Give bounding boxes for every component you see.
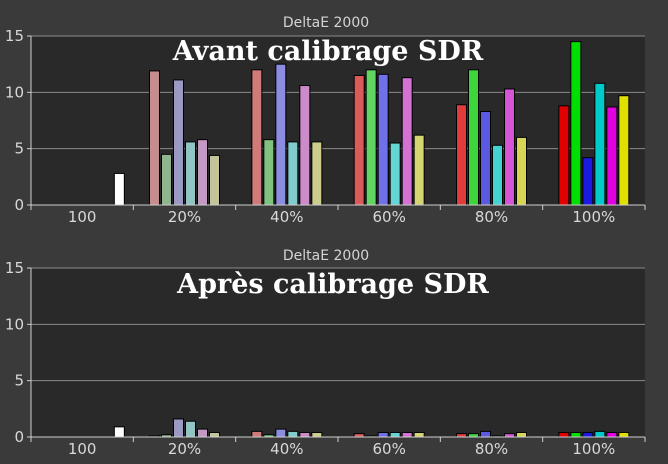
- bar: [377, 73, 389, 206]
- bar: [480, 110, 491, 206]
- bar: [413, 134, 425, 206]
- bar: [311, 141, 323, 206]
- bar: [504, 433, 515, 438]
- x-tick-label: 40%: [270, 440, 303, 458]
- bar: [618, 95, 630, 206]
- x-tick-label: 100: [68, 208, 97, 226]
- chart-annotation: Avant calibrage SDR: [172, 36, 484, 67]
- bar: [197, 428, 208, 438]
- x-tick-label: 100%: [572, 208, 615, 226]
- bar: [618, 431, 630, 438]
- bar: [209, 431, 220, 438]
- bar: [287, 141, 299, 206]
- chart-apres: DeltaE 2000 0 5 10 15 100 20% 40% 60% 80% 100% Ap…: [5, 248, 646, 458]
- bar: [558, 431, 570, 438]
- bar: [456, 104, 467, 206]
- bar: [401, 77, 413, 206]
- bar: [594, 82, 606, 206]
- bar: [263, 139, 275, 206]
- y-tick-label: 5: [14, 140, 24, 158]
- bar: [185, 141, 196, 206]
- x-tick-label: 60%: [372, 440, 405, 458]
- bar: [299, 431, 311, 438]
- bar: [480, 430, 491, 438]
- bar: [113, 172, 125, 206]
- chart-annotation: Après calibrage SDR: [176, 269, 489, 300]
- bar: [606, 106, 618, 206]
- bar: [582, 431, 594, 438]
- bar: [275, 428, 287, 438]
- bar: [149, 70, 160, 206]
- y-tick-label: 0: [14, 196, 24, 214]
- bar: [504, 88, 515, 206]
- bar: [353, 433, 365, 438]
- bar: [251, 430, 263, 438]
- y-tick-label: 10: [5, 83, 24, 101]
- bar: [209, 154, 220, 206]
- bar: [161, 153, 172, 206]
- y-tick-label: 5: [14, 372, 24, 390]
- bar: [113, 426, 125, 438]
- bar: [185, 420, 196, 438]
- bar: [558, 105, 570, 206]
- y-tick-label: 15: [5, 27, 24, 45]
- chart-avant: DeltaE 2000 0 5 10 15 100 20% 40% 60% 80% 100% Av…: [5, 15, 646, 226]
- bar: [299, 85, 311, 206]
- bar: [413, 431, 425, 438]
- x-tick-label: 20%: [168, 440, 201, 458]
- bar: [492, 144, 503, 206]
- bar: [468, 433, 479, 438]
- y-tick-label: 0: [14, 428, 24, 446]
- plot-area: [31, 268, 645, 437]
- y-tick-label: 15: [5, 259, 24, 277]
- x-tick-label: 40%: [270, 208, 303, 226]
- bar: [377, 431, 389, 438]
- x-tick-label: 80%: [475, 208, 508, 226]
- plot-area: [31, 36, 645, 205]
- x-tick-label: 100: [68, 440, 97, 458]
- bar: [606, 431, 618, 438]
- bar: [353, 74, 365, 206]
- y-tick-label: 10: [5, 315, 24, 333]
- x-tick-label: 20%: [168, 208, 201, 226]
- bar: [594, 430, 606, 438]
- x-tick-label: 80%: [475, 440, 508, 458]
- bar: [516, 431, 527, 438]
- bar: [401, 431, 413, 438]
- bar: [570, 41, 582, 206]
- bar: [173, 418, 184, 438]
- x-tick-label: 60%: [372, 208, 405, 226]
- chart-title: DeltaE 2000: [283, 15, 369, 31]
- bar: [516, 136, 527, 206]
- chart-title: DeltaE 2000: [283, 248, 369, 264]
- bar: [275, 63, 287, 206]
- bar: [389, 431, 401, 438]
- x-tick-label: 100%: [572, 440, 615, 458]
- bar: [468, 69, 479, 206]
- bar: [311, 431, 323, 438]
- bar: [456, 433, 467, 438]
- bar: [570, 431, 582, 438]
- bar: [251, 69, 263, 206]
- bar: [582, 157, 594, 206]
- bar: [389, 142, 401, 206]
- bar: [197, 139, 208, 206]
- bar: [173, 79, 184, 206]
- bar: [287, 430, 299, 438]
- bar: [365, 69, 377, 206]
